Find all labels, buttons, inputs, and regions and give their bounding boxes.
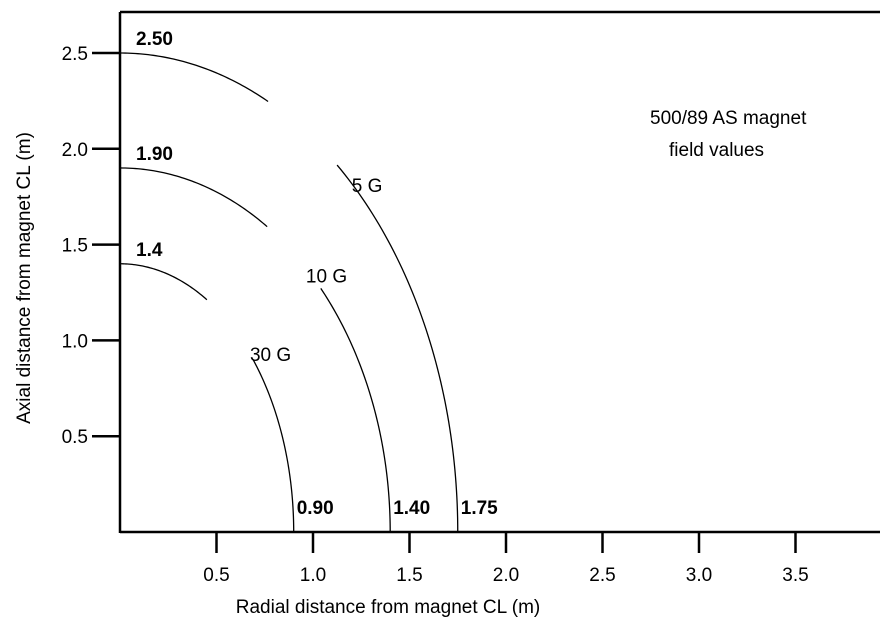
- x-tick-label: 1.5: [396, 565, 422, 586]
- contour-30g-lower: [252, 359, 295, 533]
- y-tick-label: 2.5: [62, 44, 88, 65]
- x-axis-title: Radial distance from magnet CL (m): [236, 597, 540, 618]
- annotation-line-1: 500/89 AS magnet: [650, 108, 807, 129]
- x-tick-label: 1.0: [300, 565, 326, 586]
- field-curves: [119, 52, 459, 533]
- curve-label-30g: 30 G: [250, 345, 291, 366]
- y-tick-label: 2.0: [62, 140, 88, 161]
- radial-value-label: 1.40: [393, 498, 430, 519]
- contour-30g-upper: [119, 263, 208, 301]
- axial-value-label: 1.90: [136, 144, 173, 165]
- x-tick-label: 3.0: [686, 565, 712, 586]
- axial-value-label: 1.4: [136, 240, 163, 261]
- radial-value-label: 1.75: [461, 498, 498, 519]
- curve-label-10g: 10 G: [306, 266, 347, 287]
- contour-10g-upper: [119, 167, 268, 228]
- x-tick-label: 2.0: [493, 565, 519, 586]
- curve-labels: 5 G 2.50 1.75 10 G 1.90 1.40 30 G 1.4 0.90: [136, 29, 498, 519]
- contour-10g-lower: [320, 288, 391, 533]
- y-tick-label: 0.5: [62, 427, 88, 448]
- annotation-line-2: field values: [669, 140, 764, 161]
- axis-ticks: 0.5 1.0 1.5 2.0 2.5 0.5 1.0 1.5 2.0 2.5 3.0 3.5: [62, 44, 809, 586]
- x-tick-label: 3.5: [782, 565, 808, 586]
- contour-5g-upper: [119, 52, 269, 103]
- y-tick-label: 1.5: [62, 236, 88, 257]
- axial-value-label: 2.50: [136, 29, 173, 50]
- contour-5g-lower: [336, 164, 459, 533]
- y-tick-label: 1.0: [62, 331, 88, 352]
- y-axis-title: Axial distance from magnet CL (m): [14, 132, 35, 424]
- x-tick-label: 2.5: [589, 565, 615, 586]
- plot-frame: [118, 10, 880, 534]
- x-tick-label: 0.5: [203, 565, 229, 586]
- curve-label-5g: 5 G: [352, 176, 383, 197]
- radial-value-label: 0.90: [297, 498, 334, 519]
